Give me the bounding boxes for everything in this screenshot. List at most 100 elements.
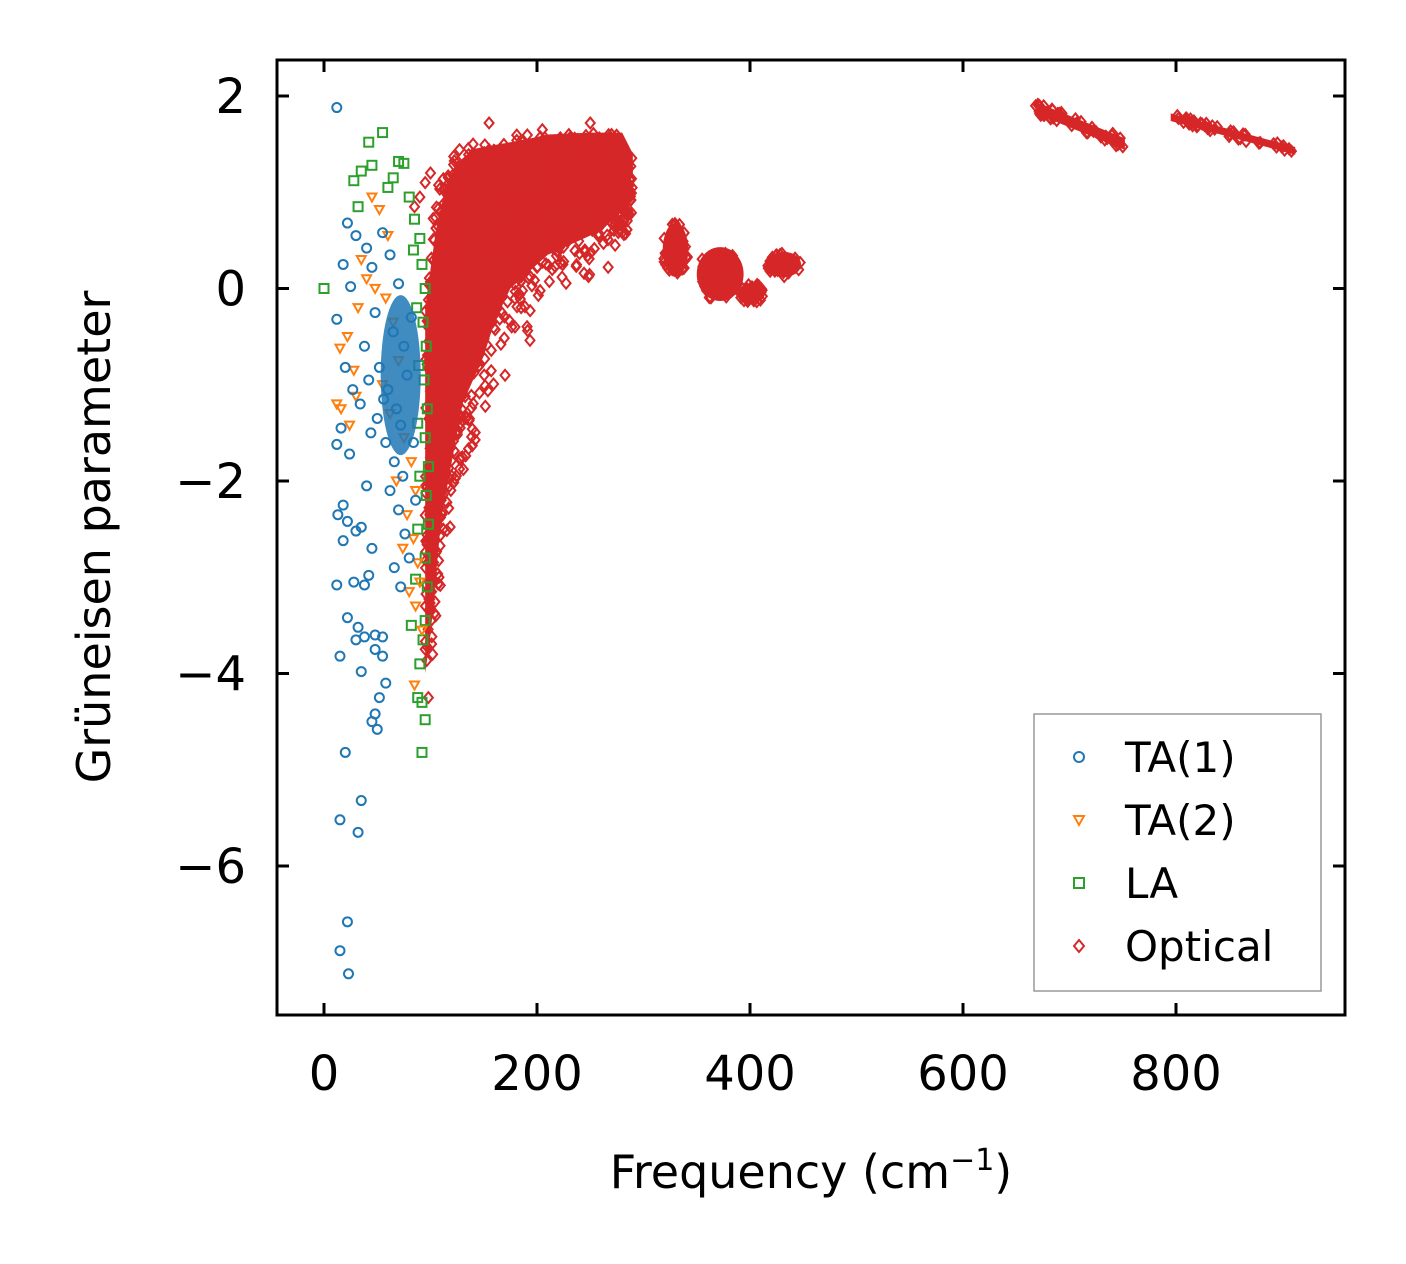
- optical-point: [419, 175, 431, 190]
- ta1-point: [369, 643, 381, 655]
- optical-point: [1065, 118, 1078, 133]
- optical-point: [460, 411, 472, 426]
- optical-point: [1080, 125, 1093, 140]
- ta1-point: [366, 716, 378, 728]
- optical-point: [540, 184, 552, 199]
- optical-point: [436, 367, 448, 382]
- ta1-point: [373, 692, 385, 704]
- optical-point: [542, 144, 555, 159]
- x-tick-label: 400: [704, 1046, 796, 1102]
- optical-point: [517, 181, 530, 196]
- optical-point: [479, 179, 491, 194]
- optical-point: [478, 145, 491, 160]
- optical-point: [583, 203, 595, 217]
- optical-point: [524, 303, 536, 318]
- ta2-point: [403, 587, 416, 599]
- optical-point: [669, 230, 681, 245]
- optical-point: [1034, 108, 1047, 123]
- optical-point: [658, 254, 671, 269]
- ta1-point: [352, 826, 364, 838]
- optical-point: [674, 243, 687, 257]
- ta2-point: [360, 274, 373, 286]
- optical-point: [408, 199, 421, 214]
- optical-point: [535, 134, 548, 149]
- x-tick-label: 200: [491, 1046, 583, 1102]
- optical-point: [530, 162, 543, 177]
- optical-point: [445, 248, 458, 262]
- optical-point: [555, 133, 567, 148]
- legend-label-optical: Optical: [1125, 922, 1273, 971]
- la-point: [419, 615, 431, 627]
- la-point: [348, 175, 360, 187]
- optical-point: [610, 144, 623, 159]
- ta1-point: [388, 562, 400, 574]
- optical-point: [511, 133, 523, 148]
- optical-point: [472, 359, 484, 374]
- optical-point: [470, 265, 482, 280]
- optical-point: [1117, 139, 1129, 154]
- optical-point: [434, 406, 447, 421]
- optical-point: [781, 264, 793, 279]
- optical-point: [443, 471, 456, 486]
- y-tick-label: 0: [215, 262, 246, 318]
- optical-point: [1223, 129, 1235, 144]
- optical-point: [492, 229, 505, 244]
- optical-point: [506, 178, 519, 193]
- ta1-point: [355, 666, 367, 678]
- ta1-point: [350, 230, 362, 242]
- optical-point: [521, 319, 533, 334]
- optical-point: [422, 554, 435, 569]
- optical-point: [557, 254, 570, 269]
- optical-point: [478, 215, 491, 230]
- optical-point: [536, 255, 549, 270]
- optical-point: [429, 335, 442, 350]
- optical-point: [479, 378, 491, 393]
- optical-point: [441, 523, 453, 538]
- ta1-point: [344, 448, 356, 460]
- optical-point: [457, 462, 470, 477]
- ta1-point: [337, 499, 349, 511]
- optical-point: [433, 570, 445, 585]
- optical-point: [467, 396, 479, 411]
- optical-point: [454, 211, 467, 226]
- ta1-point: [348, 576, 360, 588]
- optical-point: [625, 193, 637, 208]
- optical-point: [568, 167, 581, 182]
- optical-point: [524, 333, 536, 348]
- optical-point: [434, 510, 446, 525]
- ta2-point: [343, 420, 356, 432]
- la-point: [414, 658, 426, 670]
- optical-point: [752, 279, 764, 294]
- optical-point: [559, 166, 572, 181]
- la-point: [377, 127, 389, 139]
- optical-point: [454, 416, 466, 431]
- optical-point: [433, 411, 446, 426]
- optical-point: [483, 115, 495, 130]
- optical-point: [445, 469, 458, 484]
- ta1-point: [355, 795, 367, 807]
- optical-point: [531, 260, 543, 275]
- optical-point: [557, 141, 570, 156]
- ta2-point: [341, 332, 354, 344]
- optical-point: [536, 222, 549, 237]
- optical-point: [1285, 144, 1298, 159]
- optical-point: [457, 295, 469, 309]
- legend-marker-ta1: [1073, 751, 1085, 763]
- optical-point: [485, 363, 498, 378]
- optical-point: [459, 389, 471, 404]
- optical-point: [545, 157, 558, 172]
- ta2-point: [408, 680, 421, 692]
- optical-point: [567, 153, 580, 168]
- optical-point: [419, 544, 432, 559]
- ta1-point: [339, 746, 351, 758]
- optical-point: [508, 159, 520, 173]
- legend-label-ta2: TA(2): [1124, 796, 1236, 845]
- optical-point: [519, 299, 531, 314]
- optical-point: [462, 441, 475, 456]
- optical-point: [576, 186, 589, 201]
- y-tick-label: −6: [175, 839, 246, 895]
- ta2-point: [407, 534, 420, 546]
- optical-point: [502, 208, 514, 223]
- optical-point: [482, 154, 495, 169]
- optical-point: [554, 255, 567, 270]
